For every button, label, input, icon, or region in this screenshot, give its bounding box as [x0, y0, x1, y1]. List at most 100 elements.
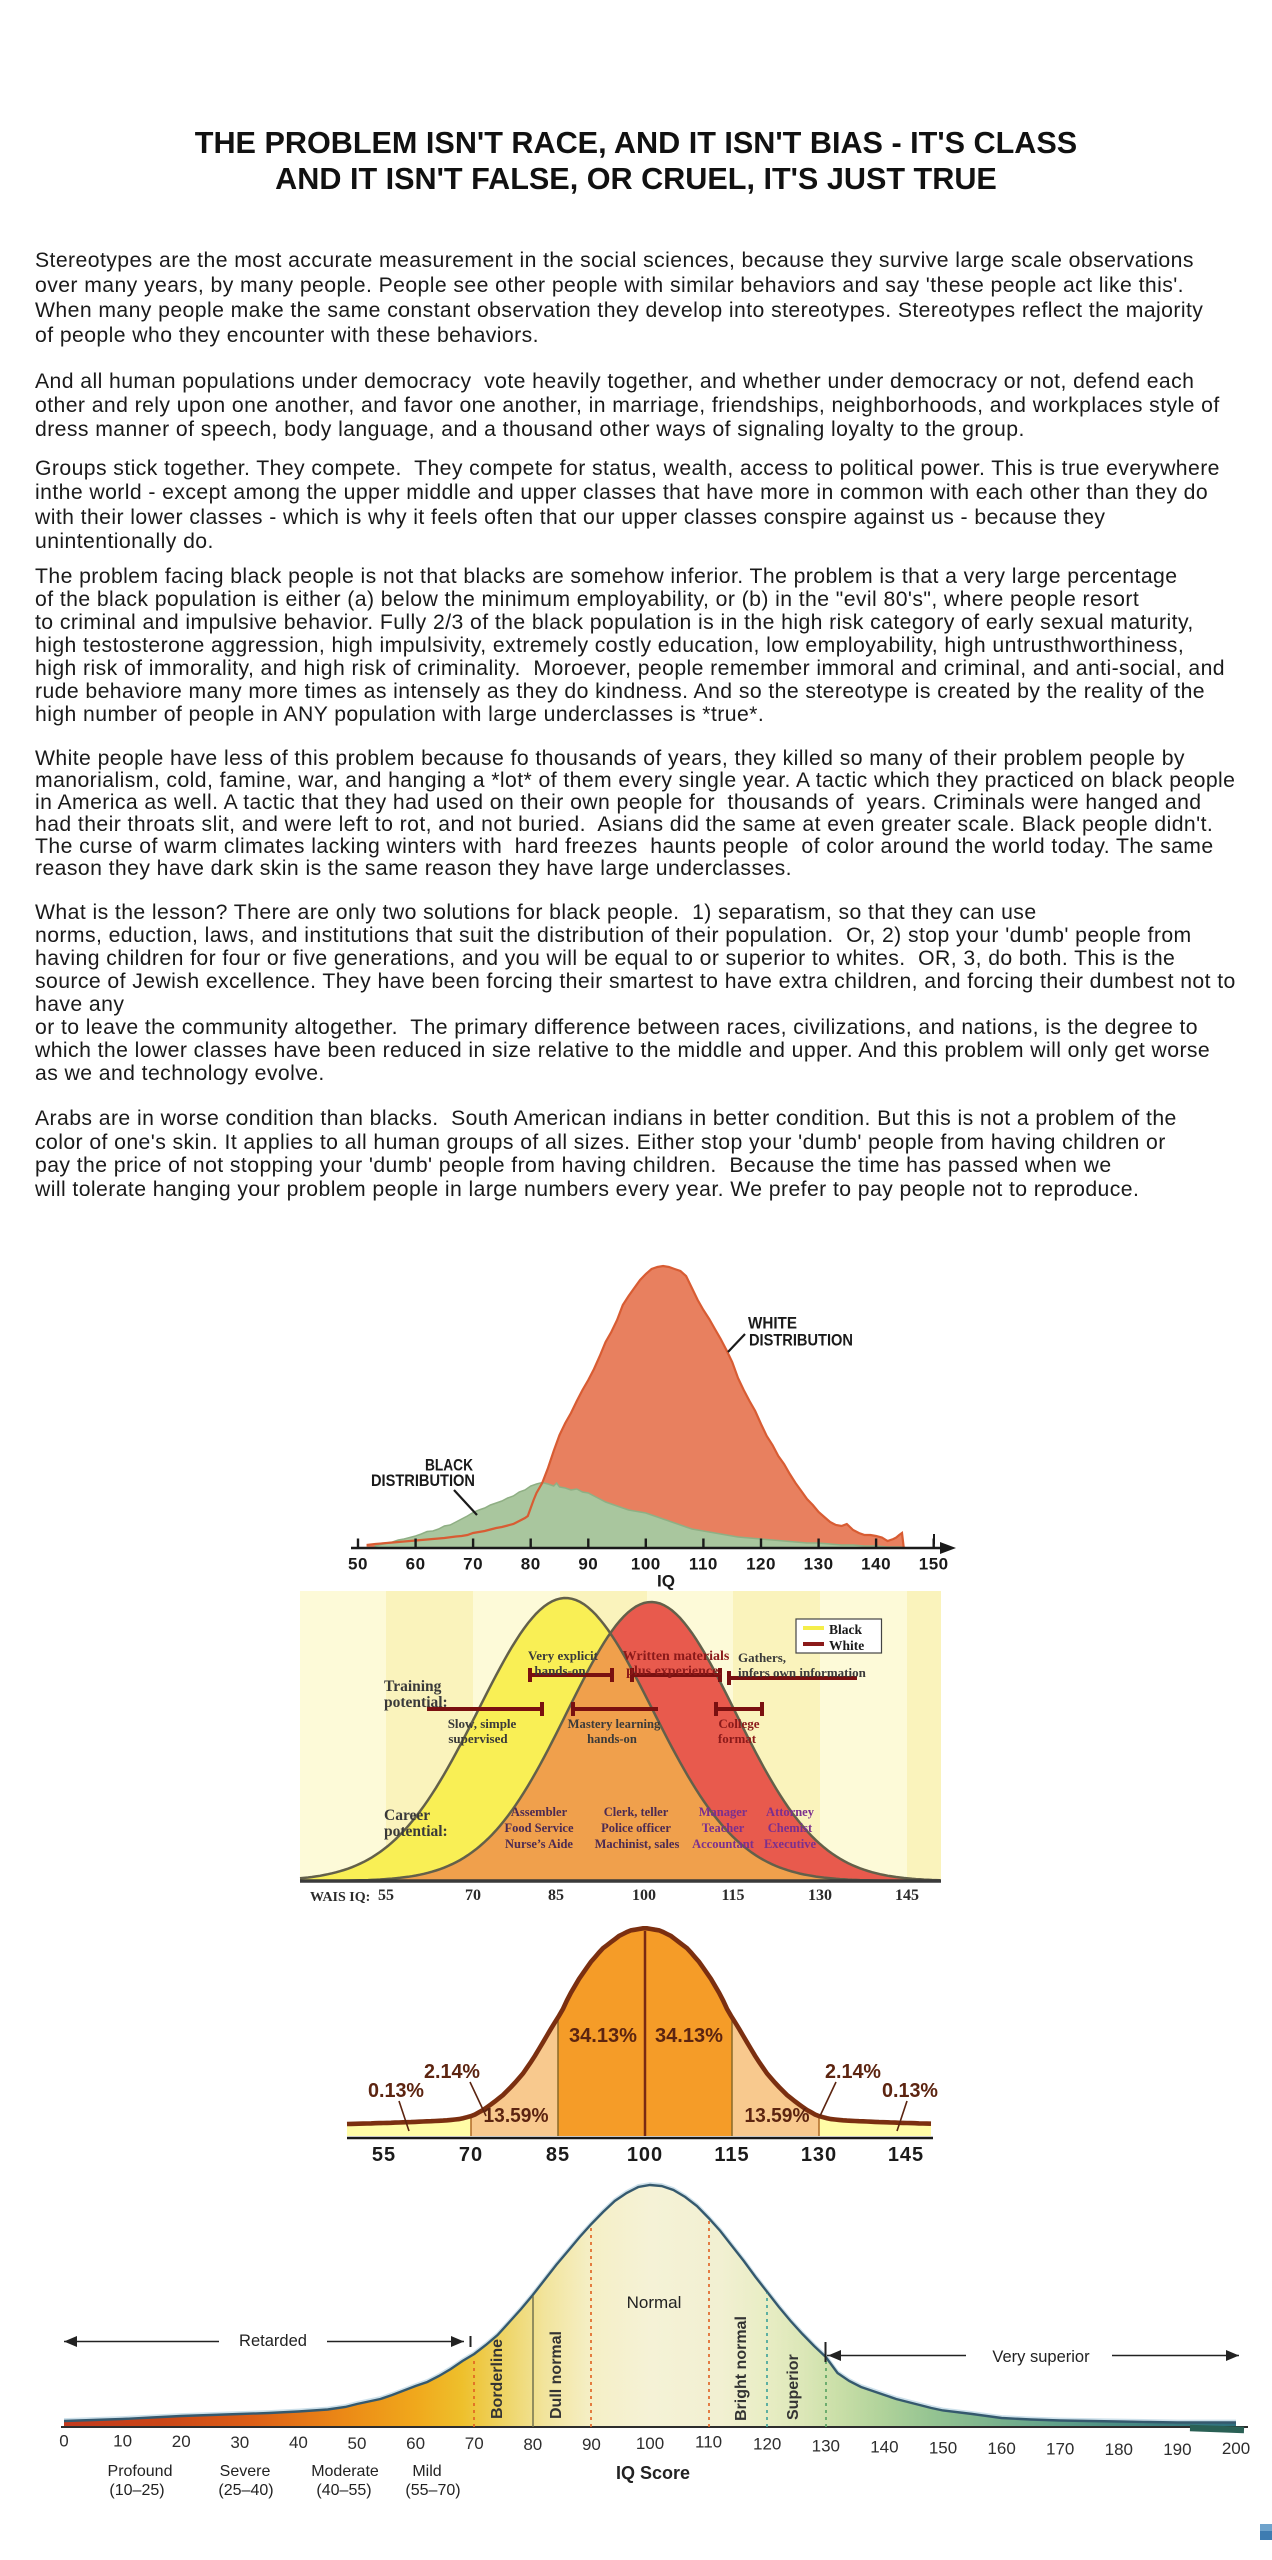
svg-text:90: 90	[582, 2435, 601, 2454]
svg-text:(55–70): (55–70)	[405, 2482, 460, 2499]
svg-text:85: 85	[548, 1887, 564, 1904]
svg-text:WHITE: WHITE	[748, 1315, 797, 1333]
svg-text:Assembler: Assembler	[511, 1805, 568, 1819]
svg-text:10: 10	[113, 2432, 132, 2451]
svg-text:DISTRIBUTION: DISTRIBUTION	[749, 1332, 853, 1350]
svg-text:Severe: Severe	[220, 2463, 271, 2480]
svg-text:Dull normal: Dull normal	[548, 2331, 565, 2419]
svg-text:Attorney: Attorney	[766, 1805, 815, 1819]
svg-text:plus experience.: plus experience.	[626, 1664, 722, 1679]
svg-text:Teacher: Teacher	[702, 1821, 745, 1835]
svg-text:34.13%: 34.13%	[569, 2025, 637, 2047]
svg-text:0.13%: 0.13%	[368, 2080, 424, 2102]
svg-text:145: 145	[888, 2144, 924, 2166]
svg-text:Mild: Mild	[412, 2463, 441, 2480]
svg-text:Clerk, teller: Clerk, teller	[604, 1805, 669, 1819]
svg-text:34.13%: 34.13%	[655, 2025, 723, 2047]
svg-text:140: 140	[870, 2438, 898, 2457]
svg-text:0: 0	[59, 2432, 68, 2451]
svg-text:130: 130	[808, 1887, 832, 1904]
svg-text:150: 150	[929, 2439, 957, 2458]
svg-text:potential:: potential:	[384, 1694, 448, 1711]
svg-text:infers own information: infers own information	[738, 1665, 867, 1680]
svg-text:Superior: Superior	[785, 2354, 802, 2420]
svg-text:150: 150	[919, 1555, 949, 1574]
svg-text:Machinist, sales: Machinist, sales	[595, 1837, 680, 1851]
svg-text:130: 130	[801, 2144, 837, 2166]
svg-text:WAIS IQ:: WAIS IQ:	[310, 1890, 370, 1905]
svg-text:70: 70	[465, 2434, 484, 2453]
svg-text:Black: Black	[829, 1622, 862, 1637]
svg-text:format: format	[718, 1731, 757, 1746]
svg-text:Police officer: Police officer	[601, 1821, 671, 1835]
svg-text:160: 160	[987, 2439, 1015, 2458]
svg-text:80: 80	[523, 2435, 542, 2454]
svg-text:(10–25): (10–25)	[109, 2482, 164, 2499]
svg-text:180: 180	[1105, 2440, 1133, 2459]
svg-text:Normal: Normal	[627, 2293, 682, 2312]
svg-text:White: White	[829, 1638, 864, 1653]
svg-text:190: 190	[1163, 2440, 1191, 2459]
svg-text:Executive: Executive	[764, 1837, 817, 1851]
svg-text:40: 40	[289, 2433, 308, 2452]
svg-text:Retarded: Retarded	[239, 2332, 307, 2350]
svg-text:potential:: potential:	[384, 1823, 448, 1840]
svg-text:50: 50	[348, 2434, 367, 2453]
svg-text:13.59%: 13.59%	[745, 2105, 810, 2127]
svg-text:0.13%: 0.13%	[882, 2080, 938, 2102]
svg-text:Very explicit: Very explicit	[528, 1648, 599, 1663]
svg-text:30: 30	[230, 2433, 249, 2452]
svg-text:100: 100	[627, 2144, 663, 2166]
svg-text:70: 70	[459, 2144, 483, 2166]
svg-text:DISTRIBUTION: DISTRIBUTION	[371, 1472, 475, 1490]
svg-text:60: 60	[406, 2434, 425, 2453]
svg-text:Bright normal: Bright normal	[733, 2316, 750, 2421]
svg-text:Chemist: Chemist	[768, 1821, 813, 1835]
svg-text:Written materials: Written materials	[623, 1649, 730, 1664]
svg-text:Nurse’s Aide: Nurse’s Aide	[505, 1837, 573, 1851]
svg-text:College: College	[718, 1716, 759, 1731]
svg-text:145: 145	[895, 1887, 919, 1904]
svg-text:2.14%: 2.14%	[424, 2061, 480, 2083]
svg-text:Moderate: Moderate	[311, 2463, 379, 2480]
svg-text:115: 115	[714, 2144, 749, 2166]
svg-text:115: 115	[721, 1887, 744, 1904]
svg-text:Borderline: Borderline	[489, 2339, 506, 2419]
svg-text:55: 55	[372, 2144, 396, 2166]
svg-text:Slow, simple: Slow, simple	[448, 1716, 517, 1731]
svg-text:100: 100	[632, 1887, 656, 1904]
svg-text:hands-on: hands-on	[534, 1663, 586, 1678]
svg-text:Profound: Profound	[108, 2463, 173, 2480]
svg-text:85: 85	[546, 2144, 570, 2166]
svg-text:140: 140	[861, 1555, 891, 1574]
svg-text:Mastery learning: Mastery learning	[568, 1717, 661, 1731]
svg-text:50: 50	[348, 1555, 368, 1574]
svg-text:hands-on: hands-on	[587, 1732, 637, 1746]
svg-text:120: 120	[753, 2435, 781, 2454]
svg-text:13.59%: 13.59%	[484, 2105, 549, 2127]
svg-text:BLACK: BLACK	[425, 1457, 473, 1475]
svg-text:Gathers,: Gathers,	[738, 1650, 786, 1665]
svg-text:120: 120	[746, 1555, 776, 1574]
svg-text:Very superior: Very superior	[992, 2348, 1090, 2366]
svg-text:IQ: IQ	[657, 1573, 675, 1591]
svg-text:IQ Score: IQ Score	[616, 2463, 690, 2483]
svg-text:2.14%: 2.14%	[825, 2061, 881, 2083]
svg-text:Accountant: Accountant	[692, 1837, 755, 1851]
svg-text:60: 60	[406, 1555, 426, 1574]
svg-text:(40–55): (40–55)	[316, 2482, 371, 2499]
svg-text:55: 55	[378, 1887, 394, 1904]
svg-text:Food Service: Food Service	[504, 1821, 574, 1835]
svg-text:80: 80	[521, 1555, 541, 1574]
svg-text:170: 170	[1046, 2440, 1074, 2459]
svg-text:70: 70	[463, 1555, 483, 1574]
svg-text:110: 110	[695, 2433, 722, 2452]
svg-text:Training: Training	[384, 1678, 442, 1695]
svg-text:130: 130	[812, 2437, 840, 2456]
svg-text:Manager: Manager	[699, 1805, 748, 1819]
svg-text:(25–40): (25–40)	[218, 2482, 273, 2499]
svg-text:70: 70	[465, 1887, 481, 1904]
svg-text:100: 100	[636, 2434, 664, 2453]
svg-text:20: 20	[172, 2432, 191, 2451]
svg-text:supervised: supervised	[448, 1731, 508, 1746]
